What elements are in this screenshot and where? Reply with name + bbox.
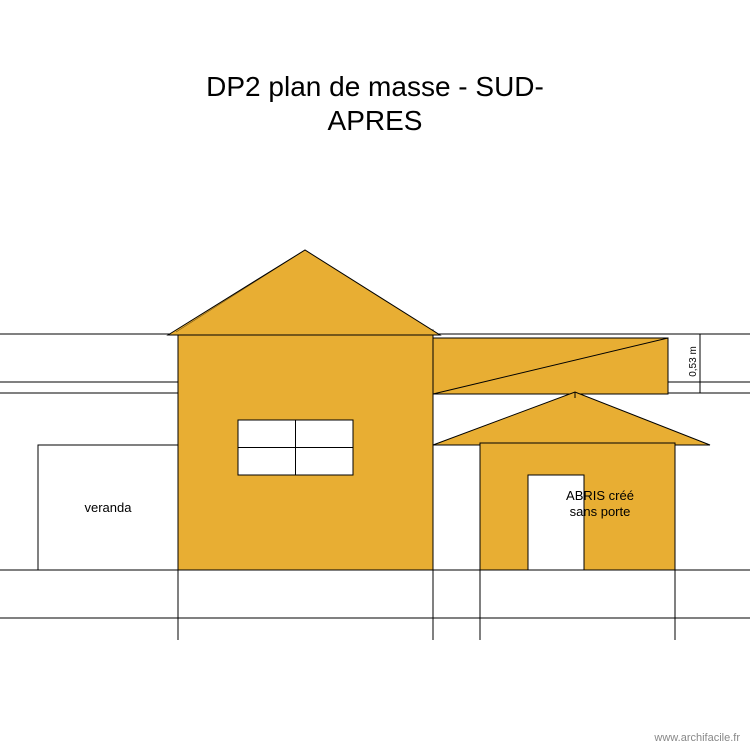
title-line-1: DP2 plan de masse - SUD-	[206, 71, 544, 102]
abris-label: ABRIS créé sans porte	[545, 488, 655, 519]
title-line-2: APRES	[328, 105, 423, 136]
veranda-label: veranda	[70, 500, 146, 516]
drawing-title: DP2 plan de masse - SUD- APRES	[155, 70, 595, 137]
watermark: www.archifacile.fr	[654, 732, 740, 744]
dimension-label: 0,53 m	[688, 346, 699, 377]
